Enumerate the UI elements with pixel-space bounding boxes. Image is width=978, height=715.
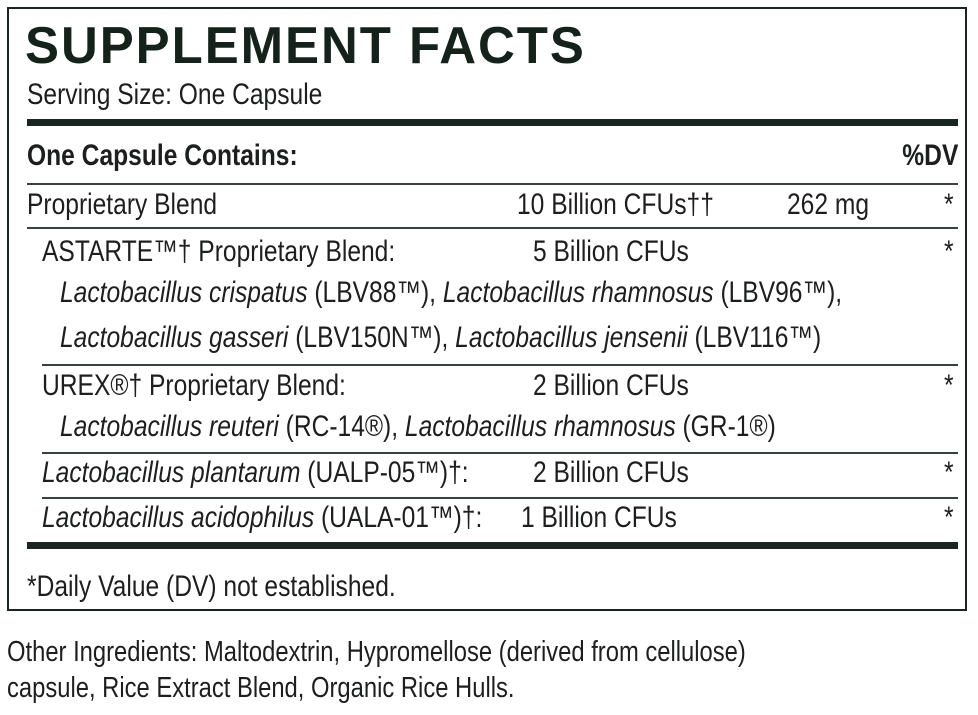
strain-code: (LBV96™),: [713, 276, 843, 309]
ingredient-dv: *: [944, 235, 954, 268]
ingredient-amount: 2 Billion CFUs: [533, 369, 689, 402]
strain-line: Lactobacillus crispatus (LBV88™), Lactob…: [60, 276, 842, 310]
divider: [42, 364, 958, 366]
supplement-facts-panel: [7, 7, 967, 611]
divider-thick: [27, 542, 958, 549]
ingredient-name: UREX®† Proprietary Blend:: [42, 369, 346, 402]
ingredient-amount: 2 Billion CFUs: [533, 456, 689, 489]
ingredient-weight: 262 mg: [787, 188, 870, 221]
ingredient-name: Lactobacillus acidophilus (UALA-01™)†:: [42, 501, 482, 535]
ingredient-name: Proprietary Blend: [27, 188, 218, 221]
species-name: Lactobacillus acidophilus: [42, 501, 315, 534]
divider: [42, 497, 958, 499]
panel-title: SUPPLEMENT FACTS: [25, 17, 586, 75]
ingredient-dv: *: [944, 501, 954, 534]
footnote: *Daily Value (DV) not established.: [27, 570, 396, 603]
other-ingredients-line: Other Ingredients: Maltodextrin, Hyprome…: [7, 636, 746, 668]
species-name: Lactobacillus rhamnosus: [404, 410, 676, 443]
strain-code: (UALA-01™)†:: [314, 501, 483, 534]
ingredient-dv: *: [944, 456, 954, 489]
strain-code: (UALP-05™)†:: [300, 456, 469, 489]
divider-thick: [27, 119, 958, 126]
strain-code: (GR-1®): [675, 410, 776, 443]
species-name: Lactobacillus rhamnosus: [442, 276, 714, 309]
ingredient-amount: 5 Billion CFUs: [533, 235, 689, 268]
divider: [42, 452, 958, 454]
strain-code: (LBV150N™),: [288, 321, 456, 354]
ingredient-dv: *: [944, 188, 954, 221]
other-ingredients-line: capsule, Rice Extract Blend, Organic Ric…: [7, 672, 515, 704]
ingredient-amount: 1 Billion CFUs: [521, 501, 677, 534]
species-name: Lactobacillus plantarum: [42, 456, 301, 489]
header-dv: %DV: [901, 139, 958, 172]
strain-line: Lactobacillus gasseri (LBV150N™), Lactob…: [60, 321, 821, 355]
ingredient-name: Lactobacillus plantarum (UALP-05™)†:: [42, 456, 469, 490]
ingredient-amount: 10 Billion CFUs††: [517, 188, 714, 221]
serving-size: Serving Size: One Capsule: [27, 78, 323, 111]
divider: [27, 183, 958, 185]
ingredient-dv: *: [944, 369, 954, 402]
strain-line: Lactobacillus reuteri (RC-14®), Lactobac…: [60, 410, 776, 444]
header-contains: One Capsule Contains:: [27, 139, 298, 172]
strain-code: (RC-14®),: [278, 410, 405, 443]
species-name: Lactobacillus gasseri: [60, 321, 289, 354]
strain-code: (LBV116™): [687, 321, 822, 354]
species-name: Lactobacillus jensenii: [455, 321, 688, 354]
ingredient-name: ASTARTE™† Proprietary Blend:: [42, 235, 396, 268]
divider: [27, 227, 958, 229]
strain-code: (LBV88™),: [307, 276, 443, 309]
species-name: Lactobacillus crispatus: [60, 276, 308, 309]
species-name: Lactobacillus reuteri: [60, 410, 279, 443]
